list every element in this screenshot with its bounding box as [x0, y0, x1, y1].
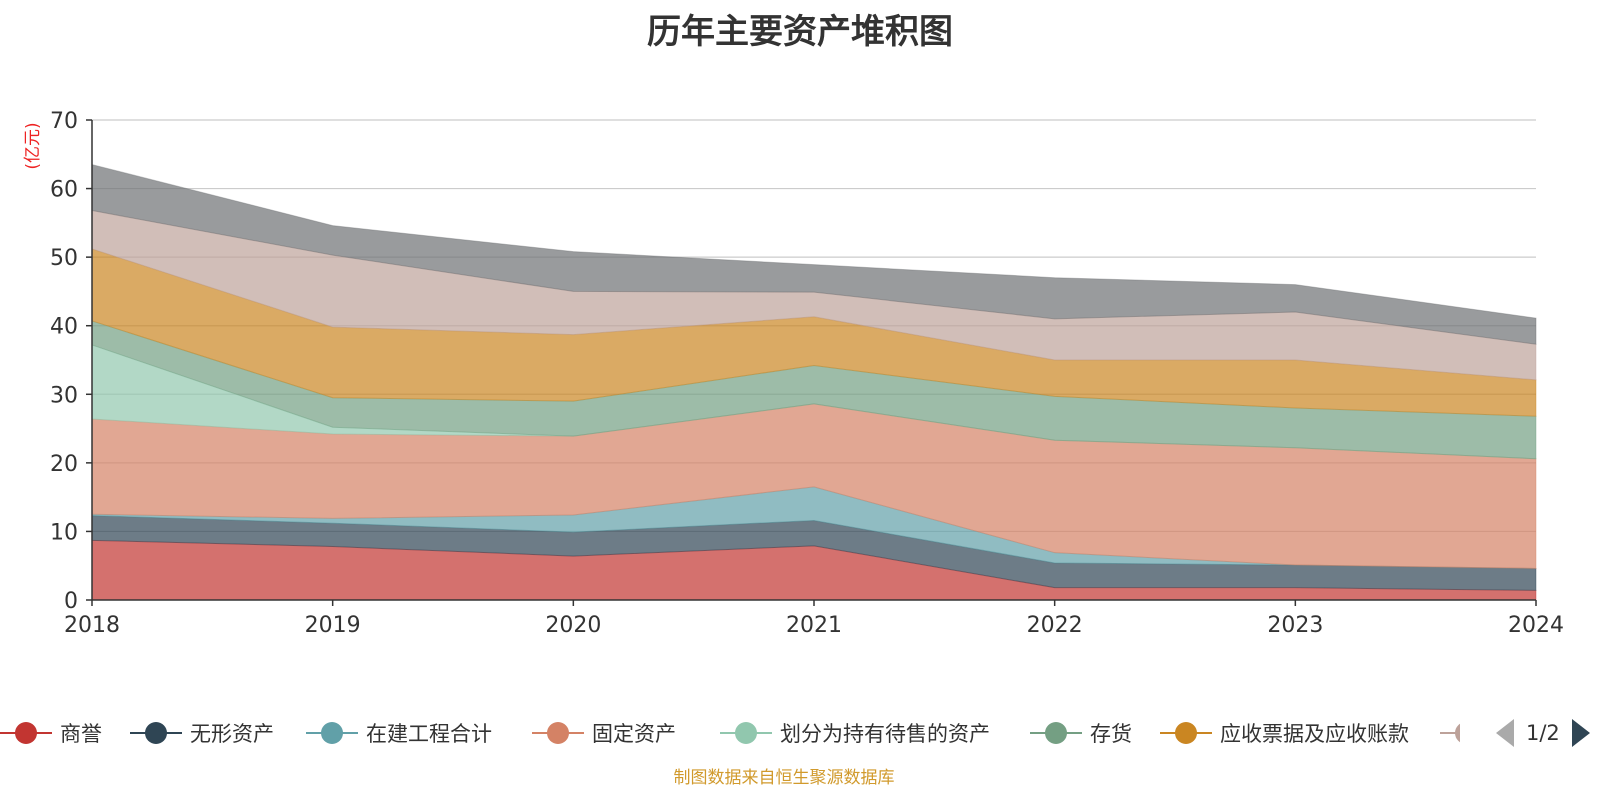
- area-series: [91, 163, 1537, 601]
- x-tick-label: 2019: [305, 613, 361, 638]
- y-tick-label: 20: [50, 452, 78, 477]
- x-tick-label: 2018: [64, 613, 120, 638]
- legend-item[interactable]: 在建工程合计: [306, 715, 492, 751]
- area-series-8[interactable]: [91, 163, 1537, 345]
- legend-item[interactable]: 固定资产: [532, 715, 676, 751]
- stacked-area-chart: 0 10 20 30 40 50 60 70 2018 2019 2020 2021 2022 2023 2…: [23, 109, 1564, 638]
- x-tick-label: 2022: [1027, 613, 1083, 638]
- legend-label: 存货: [1090, 722, 1132, 746]
- legend-item[interactable]: 无形资产: [130, 715, 274, 751]
- legend-item[interactable]: 划分为持有待售的资产: [720, 715, 990, 751]
- legend-next-page-icon[interactable]: [1571, 719, 1590, 747]
- legend-marker-icon: [532, 715, 584, 751]
- y-tick-label: 30: [50, 383, 78, 408]
- legend-item[interactable]: 商誉: [0, 715, 102, 751]
- legend-pager: 1/2: [1496, 715, 1590, 751]
- legend: 商誉 无形资产 在建工程合计 固定资产 划分为持有待售的资产 存货 应收票据及应收账款: [0, 715, 1600, 755]
- legend-marker-icon: [130, 715, 182, 751]
- legend-item[interactable]: 存货: [1030, 715, 1132, 751]
- legend-marker-icon: [1160, 715, 1212, 751]
- y-tick-label: 10: [50, 520, 78, 545]
- legend-item-partial[interactable]: [1440, 715, 1460, 751]
- y-tick-label: 70: [50, 109, 78, 134]
- area-series-5[interactable]: [91, 320, 1537, 460]
- legend-label: 无形资产: [190, 722, 274, 746]
- legend-marker-icon: [306, 715, 358, 751]
- legend-marker-icon: [1030, 715, 1082, 751]
- chart-title: 历年主要资产堆积图: [647, 12, 953, 52]
- legend-prev-page-icon[interactable]: [1496, 719, 1514, 747]
- legend-item[interactable]: 应收票据及应收账款: [1160, 715, 1409, 751]
- legend-marker-icon: [0, 715, 52, 751]
- legend-marker-icon: [720, 715, 772, 751]
- area-series-7[interactable]: [91, 209, 1537, 381]
- legend-label: 固定资产: [592, 722, 676, 746]
- legend-label: 在建工程合计: [366, 722, 492, 746]
- axes: 0 10 20 30 40 50 60 70 2018 2019 2020 2021 2022 2023 2…: [23, 109, 1564, 638]
- area-series-6[interactable]: [91, 248, 1537, 417]
- source-note: 制图数据来自恒生聚源数据库: [673, 768, 895, 788]
- y-tick-label: 60: [50, 178, 78, 203]
- legend-page-indicator: 1/2: [1526, 721, 1560, 745]
- legend-marker-icon: [1440, 715, 1460, 751]
- y-tick-label: 40: [50, 315, 78, 340]
- legend-label: 划分为持有待售的资产: [780, 722, 990, 746]
- legend-label: 商誉: [60, 722, 102, 746]
- x-tick-label: 2020: [545, 613, 601, 638]
- y-tick-label: 50: [50, 246, 78, 271]
- x-tick-label: 2024: [1508, 613, 1564, 638]
- x-tick-label: 2021: [786, 613, 842, 638]
- y-unit-label: (亿元): [23, 122, 43, 169]
- y-tick-label: 0: [64, 589, 78, 614]
- x-tick-label: 2023: [1267, 613, 1323, 638]
- legend-label: 应收票据及应收账款: [1220, 722, 1409, 746]
